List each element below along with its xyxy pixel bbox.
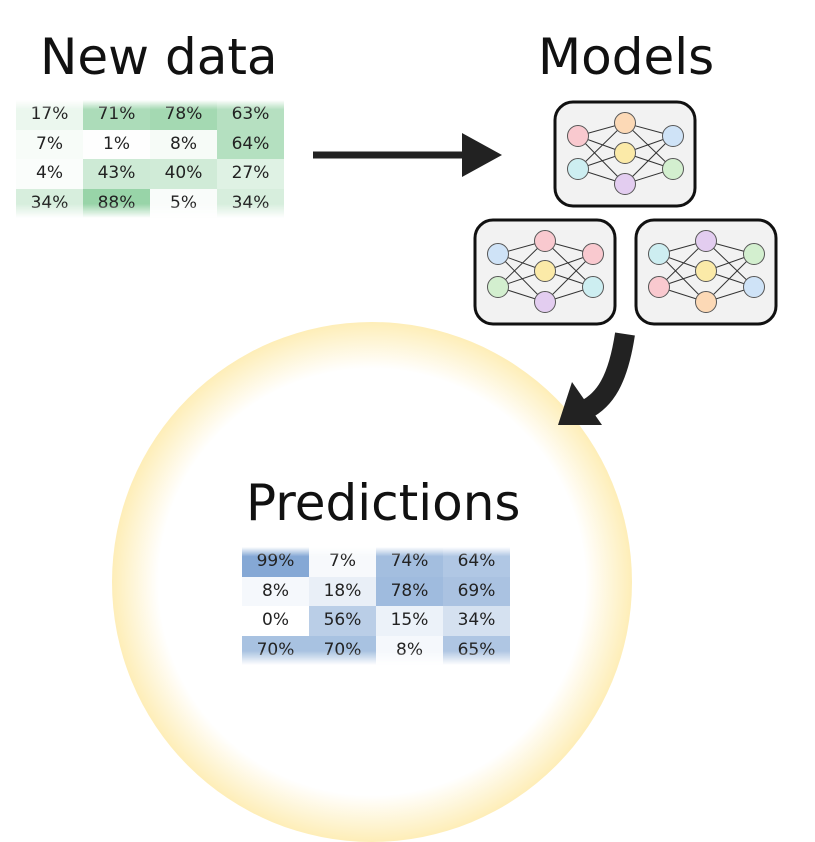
cell: 70% (242, 635, 309, 665)
node (614, 142, 636, 164)
node (534, 260, 556, 282)
cell: 78% (376, 576, 443, 606)
edge (658, 253, 707, 303)
cell: 74% (376, 547, 443, 577)
node (487, 243, 509, 265)
cell: 27% (217, 159, 284, 189)
cell: 15% (376, 606, 443, 636)
cell: 78% (150, 100, 217, 130)
cell: 69% (443, 576, 510, 606)
edge (544, 240, 594, 288)
node (662, 158, 684, 180)
cell: 7% (309, 547, 376, 577)
cell: 0% (262, 610, 289, 630)
node (582, 243, 604, 265)
node (614, 112, 636, 134)
node (695, 230, 717, 252)
cell: 43% (83, 159, 150, 189)
cell: 8% (376, 635, 443, 665)
edge (544, 253, 594, 303)
node (582, 276, 604, 298)
cell: 64% (443, 547, 510, 577)
node (743, 243, 765, 265)
cell: 63% (217, 100, 284, 130)
cell: 8% (150, 129, 217, 159)
cell: 65% (443, 635, 510, 665)
cell: 17% (16, 100, 83, 130)
models-title: Models (538, 28, 715, 86)
curved-arrow-head (558, 382, 602, 425)
edge (705, 240, 755, 288)
cell: 34% (217, 188, 284, 218)
edge (624, 135, 674, 185)
node (567, 158, 589, 180)
edge (577, 135, 626, 185)
node (567, 125, 589, 147)
new-data-title: New data (40, 28, 278, 86)
cell: 8% (242, 576, 309, 606)
node (695, 291, 717, 313)
new-data-table: 17% 71% 78% 63% 7% 1% 8% 64% 4% 43% 40% 27% 34% 88% 5%… (16, 100, 284, 218)
node (695, 260, 717, 282)
cell: 64% (217, 129, 284, 159)
edge (705, 253, 755, 303)
cell: 18% (309, 576, 376, 606)
node (534, 230, 556, 252)
node (648, 243, 670, 265)
node (662, 125, 684, 147)
cell: 4% (16, 159, 83, 189)
predictions-table: 99% 7% 74% 64% 8% 18% 78% 69% 0% 56% 15% 34% 70% 70% 8… (242, 547, 510, 665)
node (487, 276, 509, 298)
cell: 1% (103, 133, 130, 154)
cell: 71% (83, 100, 150, 130)
node (614, 173, 636, 195)
node (648, 276, 670, 298)
curved-arrow (580, 332, 635, 419)
edge (497, 253, 546, 303)
predictions-title: Predictions (246, 474, 521, 532)
cell: 40% (150, 159, 217, 189)
node (743, 276, 765, 298)
cell: 7% (16, 129, 83, 159)
edge (624, 122, 674, 170)
cell: 70% (309, 635, 376, 665)
cell: 5% (150, 188, 217, 218)
glow-ring (112, 322, 632, 842)
cell: 34% (443, 606, 510, 636)
cell: 56% (309, 606, 376, 636)
cell: 34% (16, 188, 83, 218)
arrow-head (462, 133, 502, 177)
cell: 88% (83, 188, 150, 218)
node (534, 291, 556, 313)
cell: 99% (242, 547, 309, 577)
